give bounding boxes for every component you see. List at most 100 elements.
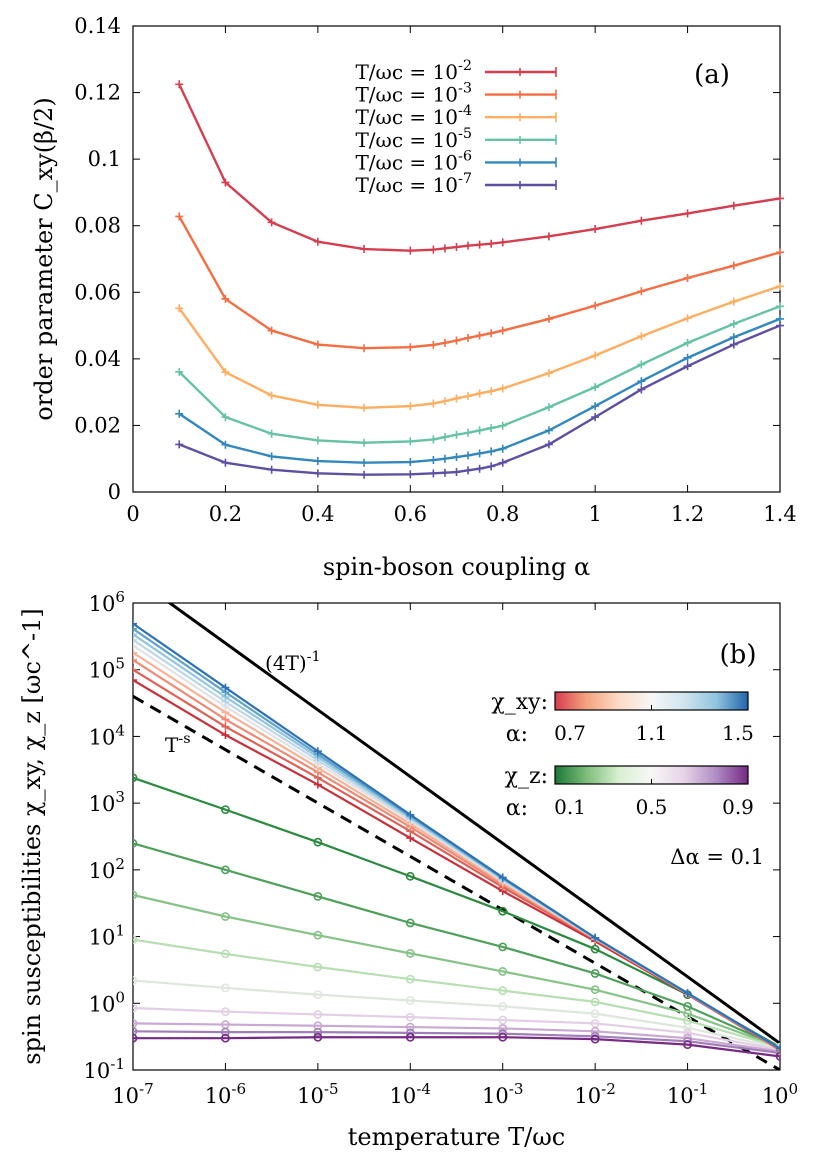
- data-point: [487, 424, 496, 433]
- data-point: [406, 458, 415, 467]
- data-point: [544, 403, 553, 412]
- data-point: [590, 944, 600, 954]
- x-tick-label: 10-5: [297, 1080, 338, 1108]
- data-point: [498, 1001, 508, 1011]
- data-point: [544, 232, 553, 241]
- x-tick-label: 0.6: [394, 502, 427, 526]
- data-point: [221, 683, 230, 692]
- data-point: [591, 351, 600, 360]
- x-axis-label: temperature T/ωc: [348, 1123, 565, 1151]
- data-point: [683, 1040, 692, 1050]
- series-line: [133, 622, 780, 1050]
- colorbar-tick-label: 1.5: [722, 721, 754, 745]
- data-point: [406, 810, 415, 819]
- data-point: [133, 838, 138, 848]
- data-point: [429, 456, 438, 465]
- legend-label: T/ωc = 10-5: [355, 126, 472, 152]
- x-tick-label: 1: [588, 502, 601, 526]
- series-line: [133, 1006, 780, 1051]
- data-point: [360, 403, 369, 412]
- y-tick-label: 105: [89, 655, 125, 683]
- data-point: [267, 218, 276, 227]
- data-point: [683, 209, 692, 218]
- panel-label: (a): [694, 60, 730, 90]
- y-tick-label: 0.1: [88, 147, 121, 171]
- x-tick-label: 10-3: [482, 1080, 523, 1108]
- data-point: [498, 384, 507, 393]
- data-point: [133, 648, 137, 657]
- data-point: [544, 369, 553, 378]
- data-point: [313, 892, 323, 901]
- data-point: [729, 333, 738, 342]
- data-point: [133, 635, 137, 644]
- data-point: [221, 731, 230, 740]
- data-point: [776, 302, 784, 311]
- legend-label: T/ωc = 10-4: [355, 103, 472, 129]
- data-point: [544, 440, 553, 449]
- data-point: [313, 837, 323, 847]
- data-point: [429, 399, 438, 408]
- data-point: [267, 391, 276, 400]
- data-point: [313, 990, 323, 999]
- series-line: [178, 83, 781, 252]
- data-point: [221, 413, 230, 422]
- data-point: [267, 452, 276, 461]
- data-point: [452, 453, 461, 462]
- data-point: [429, 340, 438, 349]
- data-point: [590, 1034, 600, 1044]
- data-point: [221, 715, 230, 724]
- data-point: [683, 353, 692, 362]
- data-point: [487, 329, 496, 338]
- data-point: [133, 619, 137, 628]
- series-line: [133, 842, 780, 1049]
- data-point: [313, 780, 322, 789]
- x-tick-label: 1.4: [763, 502, 796, 526]
- data-point: [175, 80, 184, 89]
- colorbar-tick-label: 0.7: [554, 721, 586, 745]
- series-line: [178, 305, 781, 444]
- data-point: [464, 466, 473, 475]
- data-point: [452, 394, 461, 403]
- data-point: [133, 641, 137, 650]
- data-point: [498, 873, 507, 882]
- data-point: [776, 282, 784, 291]
- data-point: [133, 624, 137, 633]
- data-point: [133, 976, 138, 985]
- x-axis-label: spin-boson coupling α: [323, 553, 590, 581]
- series-line: [133, 1030, 780, 1055]
- data-point: [405, 871, 415, 881]
- data-point: [133, 1003, 138, 1013]
- data-point: [729, 340, 738, 349]
- data-point: [221, 1033, 230, 1043]
- data-point: [175, 367, 184, 376]
- series-line: [133, 776, 780, 1049]
- data-point: [776, 1044, 780, 1053]
- legend-label: T/ωc = 10-2: [355, 58, 472, 84]
- data-point: [591, 225, 600, 234]
- data-point: [591, 383, 600, 392]
- y-tick-label: 103: [89, 788, 125, 816]
- legend-label: T/ωc = 10-3: [355, 81, 472, 107]
- series-1: [175, 212, 784, 353]
- y-tick-label: 0.08: [74, 214, 121, 238]
- y-tick-label: 0.12: [74, 81, 121, 105]
- data-point: [498, 1024, 508, 1033]
- data-point: [487, 462, 496, 471]
- data-point: [406, 437, 415, 446]
- data-point: [498, 326, 507, 335]
- data-point: [544, 314, 553, 323]
- data-point: [637, 216, 646, 225]
- data-point: [221, 805, 230, 815]
- reference-label-T-s: T-s: [165, 731, 191, 757]
- data-point: [591, 933, 600, 942]
- data-point: [406, 470, 415, 479]
- data-point: [267, 429, 276, 438]
- data-point: [498, 986, 508, 995]
- x-tick-label: 10-1: [667, 1080, 708, 1108]
- colorbar-tick-label: 0.9: [722, 795, 754, 819]
- data-point: [776, 1045, 780, 1054]
- data-point: [313, 400, 322, 409]
- x-tick-label: 10-4: [390, 1080, 431, 1108]
- data-point: [313, 1010, 323, 1019]
- data-point: [729, 261, 738, 270]
